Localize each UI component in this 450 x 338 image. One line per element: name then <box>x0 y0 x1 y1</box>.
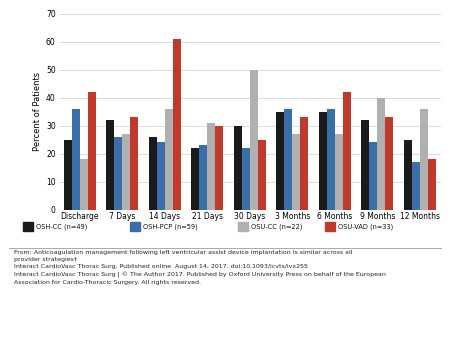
Bar <box>80 159 88 210</box>
Bar <box>130 117 139 210</box>
Bar <box>428 159 436 210</box>
Bar <box>404 140 412 210</box>
Text: OSU-CC (n=22): OSU-CC (n=22) <box>251 223 302 230</box>
Bar <box>242 148 250 210</box>
Bar <box>207 123 215 210</box>
Bar <box>335 134 343 210</box>
Bar <box>22 222 33 231</box>
Bar <box>148 137 157 210</box>
Bar <box>106 120 114 210</box>
Bar <box>122 134 130 210</box>
Bar <box>165 109 173 210</box>
Bar <box>300 117 308 210</box>
Bar <box>377 98 385 210</box>
Bar <box>114 137 122 210</box>
Bar <box>173 39 181 210</box>
Text: OSH-PCP (n=59): OSH-PCP (n=59) <box>144 223 198 230</box>
Bar <box>157 142 165 210</box>
Bar <box>215 125 223 210</box>
Bar <box>238 222 248 231</box>
Bar <box>292 134 300 210</box>
Bar <box>420 109 428 210</box>
Bar <box>369 142 377 210</box>
Text: From: Anticoagulation management following left ventricular assist device implan: From: Anticoagulation management followi… <box>14 250 385 285</box>
Text: OSU-VAD (n=33): OSU-VAD (n=33) <box>338 223 393 230</box>
Bar <box>63 140 72 210</box>
Bar <box>412 162 420 210</box>
Text: OSH-CC (n=49): OSH-CC (n=49) <box>36 223 87 230</box>
Bar <box>72 109 80 210</box>
Bar <box>191 148 199 210</box>
Bar <box>343 92 351 210</box>
Bar <box>258 140 266 210</box>
Bar <box>327 109 335 210</box>
Bar <box>130 222 140 231</box>
Bar <box>199 145 207 210</box>
Bar <box>276 112 284 210</box>
Bar <box>250 70 258 210</box>
Bar <box>325 222 335 231</box>
Y-axis label: Percent of Patients: Percent of Patients <box>33 72 42 151</box>
Bar <box>361 120 369 210</box>
Bar <box>234 125 242 210</box>
Bar <box>284 109 292 210</box>
Bar <box>385 117 393 210</box>
Bar <box>319 112 327 210</box>
Bar <box>88 92 96 210</box>
